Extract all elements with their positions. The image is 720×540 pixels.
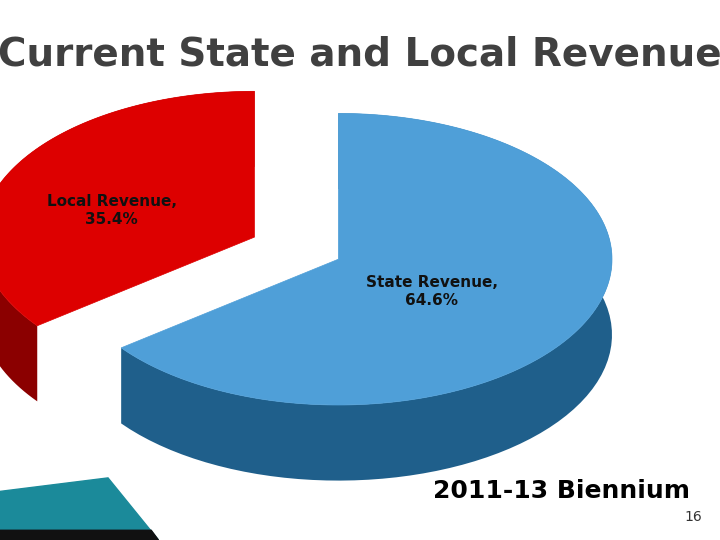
Text: 16: 16 — [684, 510, 702, 524]
Text: 2011-13 Biennium: 2011-13 Biennium — [433, 480, 690, 503]
Text: State Revenue,
64.6%: State Revenue, 64.6% — [366, 275, 498, 308]
Polygon shape — [121, 113, 612, 481]
Polygon shape — [0, 478, 158, 540]
Polygon shape — [121, 113, 612, 405]
Polygon shape — [0, 530, 158, 540]
Text: Local Revenue,
35.4%: Local Revenue, 35.4% — [47, 194, 176, 227]
Polygon shape — [0, 91, 254, 401]
Text: Current State and Local Revenue: Current State and Local Revenue — [0, 35, 720, 73]
Polygon shape — [0, 91, 254, 326]
